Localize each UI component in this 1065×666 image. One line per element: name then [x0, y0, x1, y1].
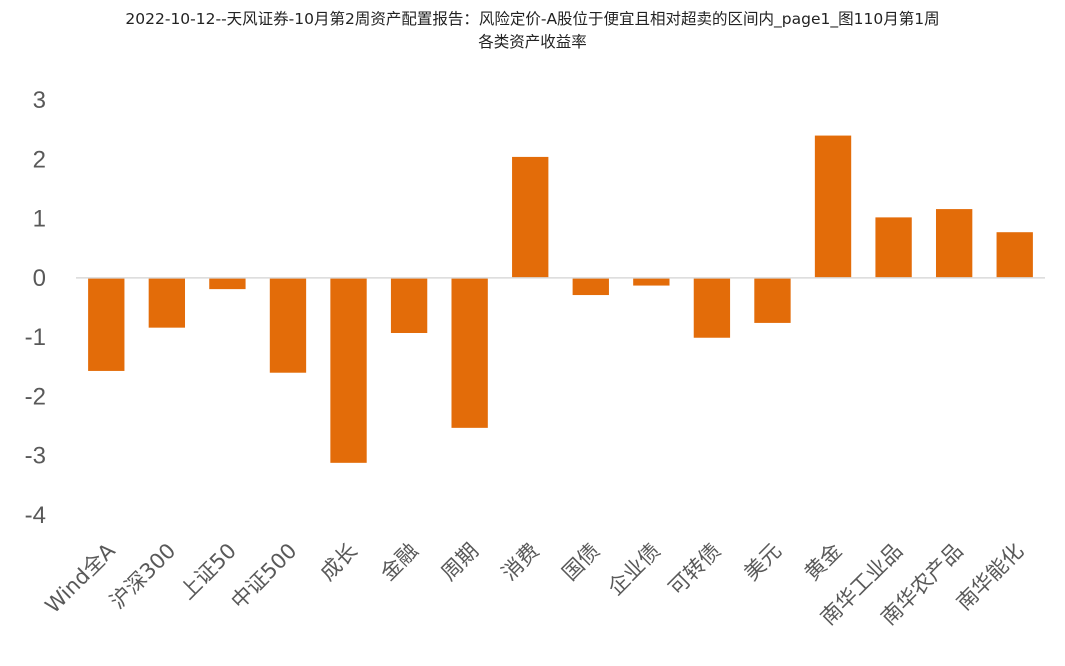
bar	[814, 135, 852, 278]
x-tick-label: 国债	[558, 539, 605, 586]
bar	[148, 277, 186, 328]
bar	[209, 277, 246, 290]
bar	[269, 277, 307, 373]
bar	[88, 277, 125, 371]
bar	[935, 209, 973, 278]
x-tick-label: 金融	[376, 539, 423, 586]
y-axis-ticks: 3 2 1 0 -1 -2 -3 -4	[25, 87, 46, 529]
bar	[996, 232, 1033, 278]
x-tick-label: 沪深300	[105, 539, 180, 614]
y-tick-label: -4	[25, 502, 46, 529]
x-tick-label: 成长	[315, 539, 362, 586]
chart-title: 2022-10-12--天风证券-10月第2周资产配置报告：风险定价-A股位于便…	[0, 8, 1065, 54]
y-tick-label: -3	[25, 443, 46, 470]
y-tick-label: 0	[33, 265, 46, 292]
bar	[572, 277, 609, 296]
x-tick-label: 中证500	[226, 539, 301, 614]
x-tick-label: 消费	[497, 539, 544, 586]
x-tick-label: 南华能化	[952, 539, 1028, 615]
bar	[875, 217, 912, 278]
y-tick-label: -2	[25, 383, 46, 410]
bar	[390, 277, 428, 333]
chart-title-line2: 各类资产收益率	[478, 33, 587, 51]
y-tick-label: 2	[33, 146, 46, 173]
x-tick-label: 黄金	[800, 539, 847, 586]
y-tick-label: 1	[33, 206, 46, 233]
bar	[633, 277, 670, 286]
bar	[330, 277, 367, 463]
y-tick-label: 3	[33, 87, 46, 114]
x-tick-label: 企业债	[603, 539, 665, 601]
bars	[88, 135, 1033, 463]
y-tick-label: -1	[25, 324, 46, 351]
bar	[693, 277, 731, 338]
chart-title-line1: 2022-10-12--天风证券-10月第2周资产配置报告：风险定价-A股位于便…	[125, 10, 940, 28]
bar	[754, 277, 791, 323]
bar	[451, 277, 488, 428]
x-tick-label: 美元	[739, 539, 786, 586]
x-tick-label: Wind全A	[41, 538, 121, 618]
x-tick-label: 周期	[437, 539, 484, 586]
x-tick-label: 可转债	[664, 539, 726, 601]
bar	[512, 156, 549, 278]
